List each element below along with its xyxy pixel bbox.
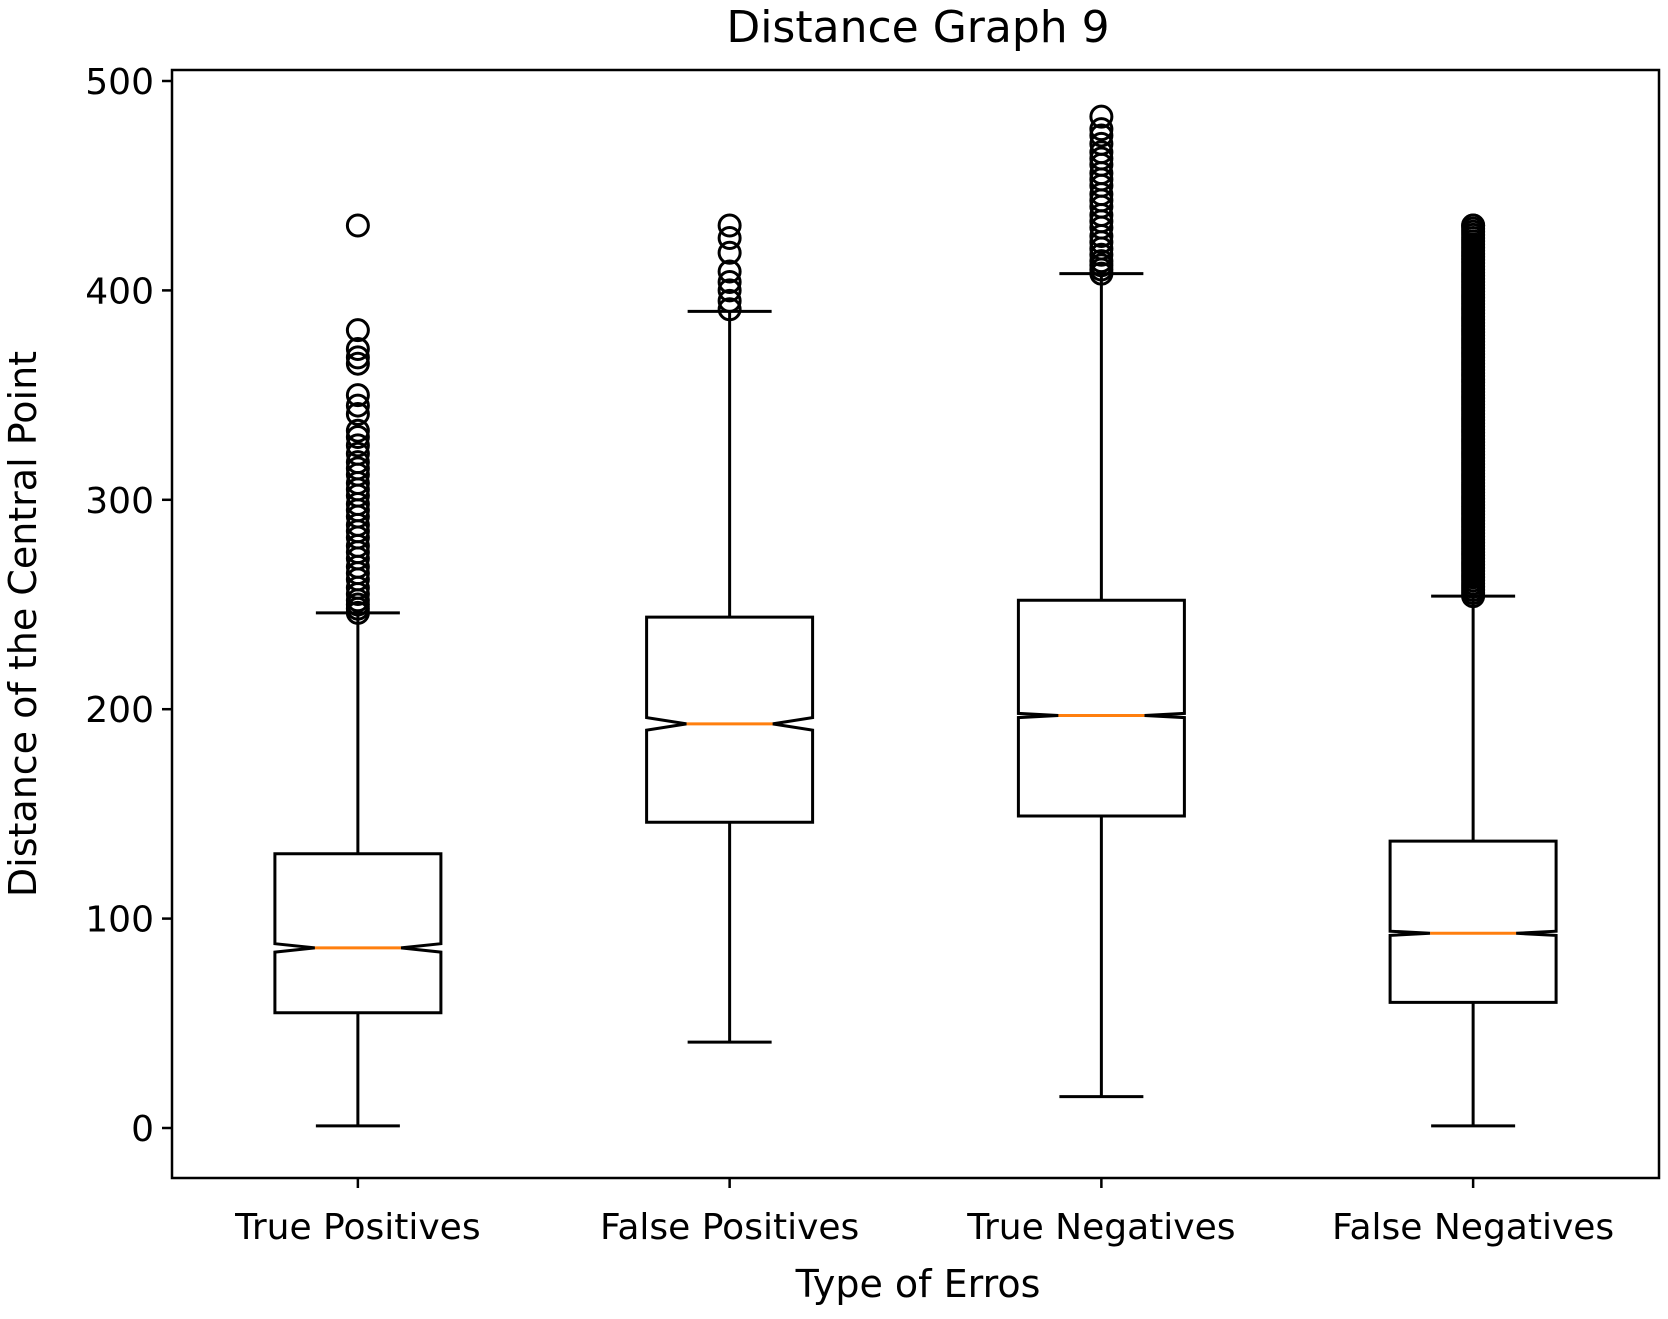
outlier-point [345, 393, 370, 418]
outlier-point [345, 433, 370, 458]
outlier-point [1089, 140, 1114, 165]
outlier-point [345, 318, 370, 343]
outlier-point [345, 424, 370, 449]
outlier-point [345, 450, 370, 475]
outlier-point [345, 441, 370, 466]
outlier-point [345, 351, 370, 376]
outlier-point [717, 288, 742, 313]
y-tick-label: 500 [85, 62, 154, 103]
outlier-point [1089, 117, 1114, 142]
chart-title: Distance Graph 9 [726, 2, 1109, 53]
outlier-point [717, 240, 742, 265]
outlier-point [1089, 104, 1114, 129]
x-tick-label: False Positives [600, 1207, 859, 1248]
outlier-point [717, 278, 742, 303]
outlier-point [1089, 249, 1114, 274]
outlier-point [345, 337, 370, 362]
outlier-point [345, 345, 370, 370]
outlier-point [717, 270, 742, 295]
y-tick-label: 0 [131, 1109, 154, 1150]
outlier-point [1461, 213, 1486, 238]
outlier-point [717, 259, 742, 284]
box [1016, 598, 1186, 818]
outlier-point [1089, 242, 1114, 267]
outlier-point [717, 226, 742, 251]
outlier-point [345, 383, 370, 408]
box [645, 615, 815, 824]
x-tick-label: False Negatives [1332, 1207, 1614, 1248]
outlier-point [717, 213, 742, 238]
y-tick-label: 400 [85, 271, 154, 312]
outlier-point [1089, 131, 1114, 156]
plot-area: 0 100 200 300 400 500 True Positives False Posi… [85, 62, 1614, 1248]
y-tick-label: 100 [85, 900, 154, 941]
x-tick-label: True Positives [234, 1207, 480, 1248]
y-tick-label: 300 [85, 481, 154, 522]
plot-frame [170, 68, 1661, 1180]
x-tick-label: True Negatives [966, 1207, 1235, 1248]
outlier-point [345, 418, 370, 443]
outlier-point [345, 213, 370, 238]
outlier-point [345, 401, 370, 426]
y-axis-label: Distance of the Central Point [1, 351, 45, 897]
box [273, 852, 443, 1015]
y-tick-label: 200 [85, 690, 154, 731]
outlier-point [1089, 123, 1114, 148]
outlier-point [345, 456, 370, 481]
outlier-point [717, 297, 742, 322]
x-axis-label: Type of Erros [795, 1262, 1041, 1306]
outlier-point [1089, 146, 1114, 171]
box [1388, 839, 1558, 1004]
